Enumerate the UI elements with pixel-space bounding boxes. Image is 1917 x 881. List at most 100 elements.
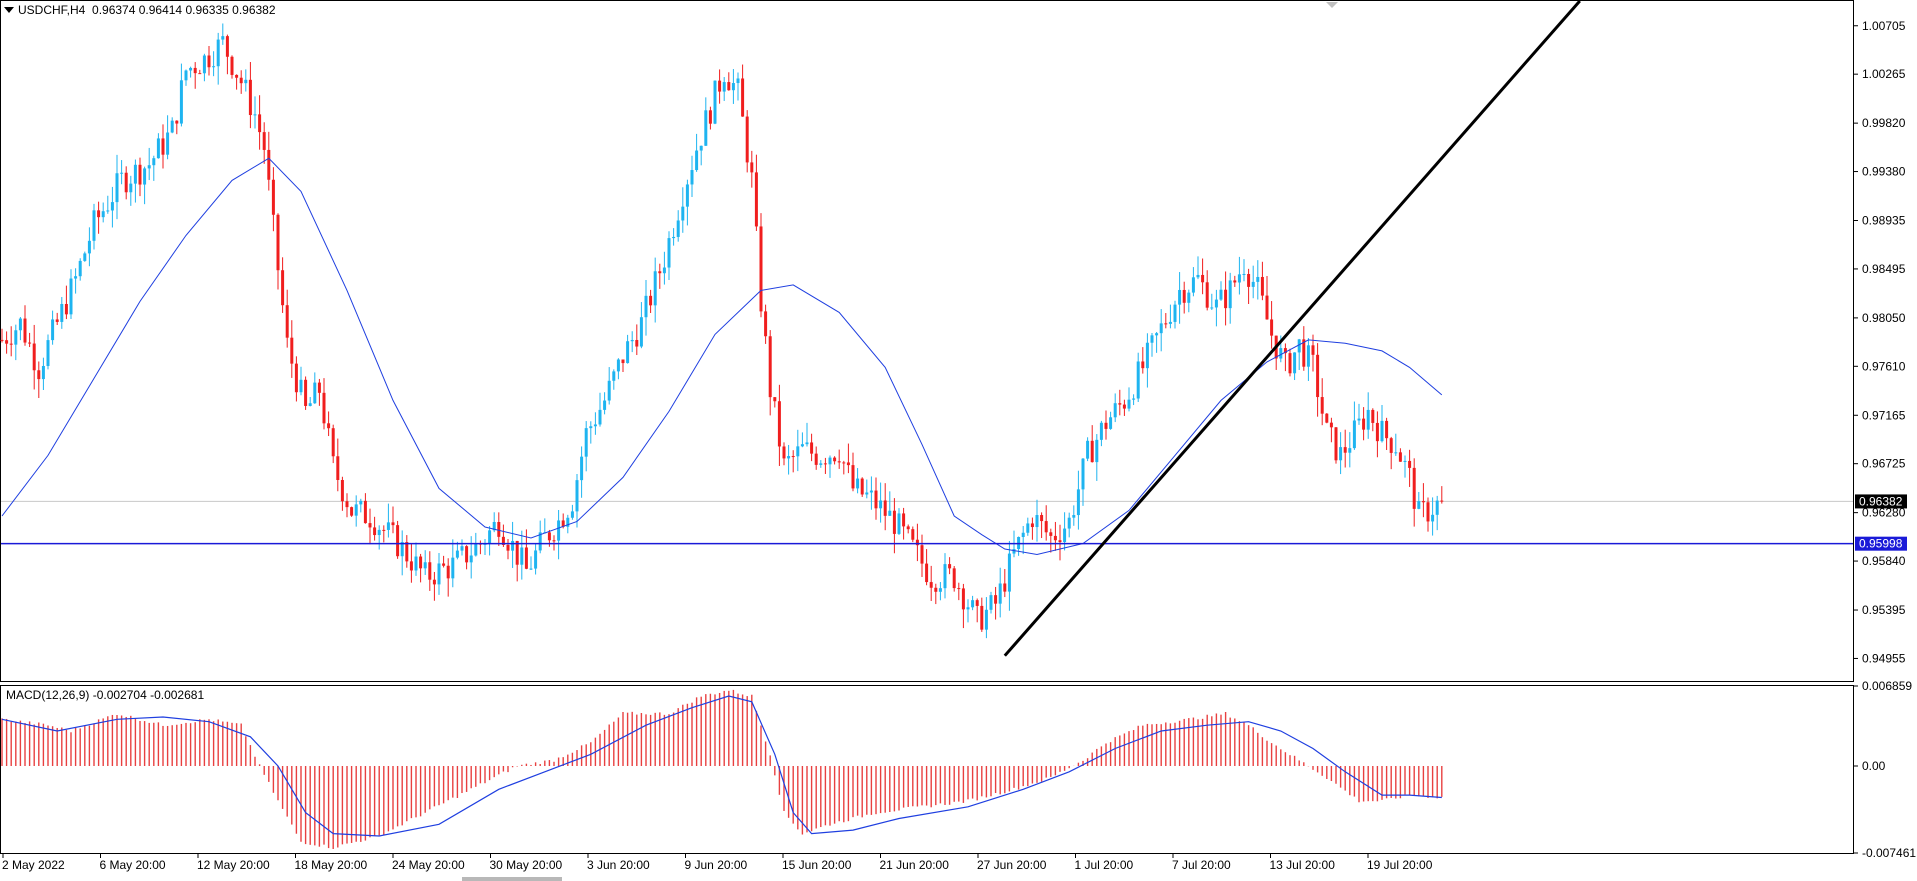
candle[interactable] [446, 558, 450, 597]
candle[interactable] [929, 565, 933, 602]
candle[interactable] [1251, 265, 1255, 299]
candle[interactable] [175, 120, 179, 135]
candle[interactable] [515, 540, 519, 582]
candle[interactable] [580, 446, 584, 498]
candle[interactable] [630, 331, 634, 353]
candle[interactable] [1352, 401, 1356, 450]
candle[interactable] [5, 331, 9, 354]
candle[interactable] [874, 477, 878, 520]
candle[interactable] [948, 557, 952, 575]
candle[interactable] [28, 332, 32, 348]
candle[interactable] [1168, 304, 1172, 329]
candle[interactable] [819, 460, 823, 468]
candle[interactable] [396, 520, 400, 559]
candle[interactable] [984, 597, 988, 639]
candle[interactable] [97, 201, 101, 234]
candle[interactable] [1118, 389, 1122, 416]
candle[interactable] [1205, 270, 1209, 311]
candle[interactable] [1182, 281, 1186, 314]
candle[interactable] [225, 34, 229, 75]
candle[interactable] [60, 297, 64, 329]
candle[interactable] [1380, 405, 1384, 443]
candle[interactable] [1426, 497, 1430, 532]
candle[interactable] [120, 160, 124, 185]
candle[interactable] [1201, 258, 1205, 295]
candle[interactable] [957, 582, 961, 601]
candle[interactable] [552, 535, 556, 551]
candle[interactable] [345, 493, 349, 518]
candle[interactable] [317, 378, 321, 406]
candle[interactable] [511, 521, 515, 568]
candle[interactable] [1334, 426, 1338, 464]
candle[interactable] [0, 328, 4, 343]
candle[interactable] [768, 330, 772, 416]
candle[interactable] [653, 257, 657, 323]
candle[interactable] [1067, 512, 1071, 538]
candle[interactable] [644, 280, 648, 336]
candle[interactable] [782, 442, 786, 466]
candle[interactable] [161, 124, 165, 169]
candle[interactable] [1242, 259, 1246, 282]
candle[interactable] [506, 538, 510, 560]
candle[interactable] [1362, 407, 1366, 441]
candle[interactable] [920, 534, 924, 577]
candle[interactable] [294, 356, 298, 402]
candle[interactable] [1371, 408, 1375, 432]
candle[interactable] [1145, 333, 1149, 388]
candle[interactable] [846, 443, 850, 474]
candle[interactable] [1026, 517, 1030, 536]
candle[interactable] [1095, 434, 1099, 481]
candle[interactable] [722, 77, 726, 101]
candle[interactable] [267, 131, 271, 191]
candle[interactable] [340, 476, 344, 511]
candle[interactable] [1293, 352, 1297, 381]
candle[interactable] [92, 203, 96, 250]
time-axis[interactable]: 2 May 2022 6 May 20:00 12 May 20:00 18 May … [2, 853, 1433, 872]
candle[interactable] [46, 334, 50, 370]
candle[interactable] [524, 529, 528, 570]
candle[interactable] [152, 155, 156, 181]
candle[interactable] [37, 361, 41, 399]
candle[interactable] [842, 460, 846, 475]
candle[interactable] [1159, 309, 1163, 352]
candle[interactable] [336, 438, 340, 492]
candle[interactable] [603, 392, 607, 415]
candle[interactable] [639, 302, 643, 349]
candle[interactable] [193, 62, 197, 89]
candle[interactable] [382, 525, 386, 543]
candle[interactable] [304, 376, 308, 410]
candle[interactable] [662, 251, 666, 285]
candle[interactable] [14, 324, 18, 361]
candle[interactable] [764, 304, 768, 344]
candle[interactable] [198, 69, 202, 75]
candle[interactable] [938, 582, 942, 601]
candle[interactable] [667, 231, 671, 281]
shift-marker-icon[interactable] [1326, 2, 1338, 8]
candle[interactable] [1366, 392, 1370, 439]
candle[interactable] [1072, 505, 1076, 526]
candle[interactable] [156, 133, 160, 159]
candle[interactable] [87, 227, 91, 267]
candle[interactable] [612, 369, 616, 390]
candle[interactable] [708, 106, 712, 130]
candle[interactable] [110, 186, 114, 228]
candle[interactable] [299, 366, 303, 396]
candle[interactable] [593, 412, 597, 435]
candle[interactable] [377, 525, 381, 550]
candle[interactable] [1398, 448, 1402, 462]
candle[interactable] [814, 446, 818, 470]
candle[interactable] [1435, 495, 1439, 531]
candle[interactable] [258, 95, 262, 150]
candle[interactable] [363, 493, 367, 524]
candle[interactable] [1003, 568, 1007, 598]
candle[interactable] [285, 289, 289, 348]
candle[interactable] [147, 147, 151, 181]
candle[interactable] [460, 539, 464, 556]
candle[interactable] [497, 512, 501, 546]
candle[interactable] [106, 195, 110, 214]
candle[interactable] [101, 202, 105, 223]
candle[interactable] [966, 599, 970, 623]
candle[interactable] [368, 508, 372, 545]
macd-scale[interactable]: 0.006859 0.00 -0.007461 [1853, 679, 1916, 860]
